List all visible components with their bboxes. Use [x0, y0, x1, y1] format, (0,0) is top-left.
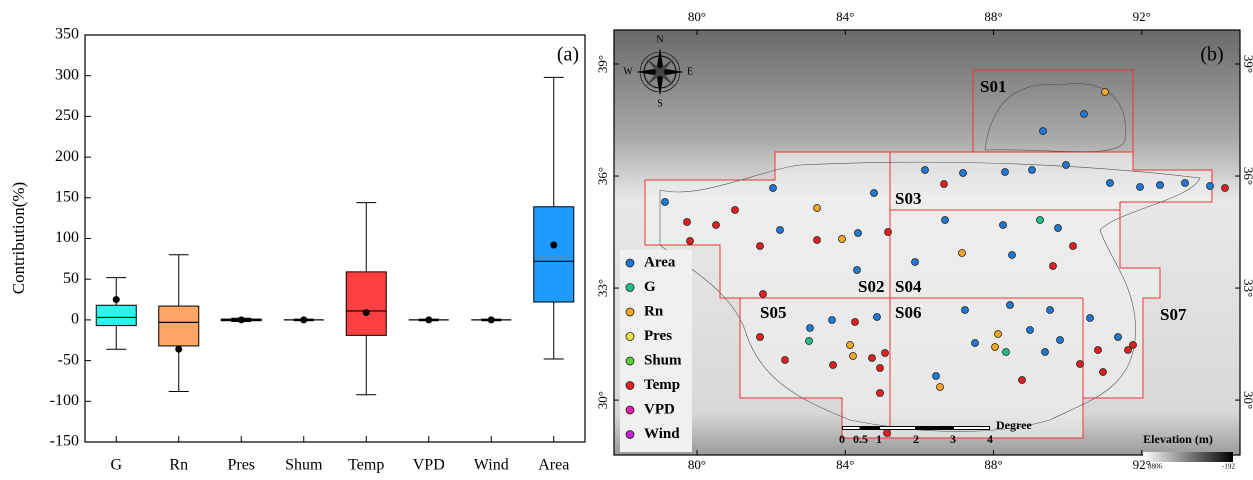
- legend-label: Pres: [644, 328, 672, 344]
- scale-tick-label: 0.5: [853, 432, 868, 446]
- figure: (a) Contribution(%) S01 S02 S03 S04 S05 …: [0, 0, 1253, 475]
- legend-label: Rn: [644, 303, 664, 319]
- scale-bar-segment: [843, 427, 860, 429]
- y-tick-label: 36°: [595, 167, 610, 185]
- compass-label: N: [656, 34, 663, 45]
- legend-marker: [626, 308, 634, 316]
- mean-dot: [175, 346, 182, 353]
- x-tick-label: 80°: [688, 457, 706, 472]
- region-label: S05: [760, 303, 786, 322]
- box: [534, 207, 574, 302]
- x-tick-label: 92°: [1133, 9, 1151, 24]
- x-tick-label: VPD: [413, 457, 445, 474]
- panel-label: (a): [557, 44, 579, 66]
- y-tick-label: 36°: [1241, 167, 1253, 185]
- scale-tick-label: 4: [987, 432, 993, 446]
- scale-tick-label: 2: [913, 432, 919, 446]
- legend-marker: [626, 406, 634, 414]
- legend-label: Shum: [644, 352, 682, 368]
- y-tick-label: 30°: [1241, 391, 1253, 409]
- scale-tick-label: 0: [839, 432, 845, 446]
- x-tick-label: Temp: [348, 457, 384, 474]
- y-tick-label: 39°: [1241, 55, 1253, 73]
- region-label: S03: [895, 189, 921, 208]
- region-label: S07: [1160, 305, 1187, 324]
- legend-marker: [626, 431, 634, 439]
- legend-label: Wind: [644, 426, 680, 442]
- mean-dot: [300, 316, 307, 323]
- y-tick-label: -150: [50, 433, 79, 450]
- region-label: S04: [895, 277, 922, 296]
- mean-dot: [550, 242, 557, 249]
- x-tick-label: 88°: [984, 9, 1002, 24]
- x-tick-label: 88°: [984, 457, 1002, 472]
- y-tick-label: -50: [58, 351, 79, 368]
- scale-bar-segment: [954, 427, 989, 429]
- y-tick-label: 33°: [595, 279, 610, 297]
- scale-bar-segment: [880, 427, 915, 429]
- y-tick-label: -100: [50, 392, 79, 409]
- legend-label: Temp: [644, 377, 680, 393]
- legend-marker: [626, 284, 634, 292]
- x-tick-label: Area: [538, 457, 569, 474]
- mean-dot: [488, 316, 495, 323]
- compass-label: E: [687, 66, 693, 77]
- box: [159, 306, 199, 346]
- legend-label: VPD: [644, 401, 675, 417]
- compass-label: S: [657, 98, 663, 109]
- legend-marker: [626, 259, 634, 267]
- y-tick-label: 200: [55, 148, 79, 165]
- legend-box: [620, 250, 692, 452]
- elevation-min: -192: [1222, 463, 1235, 471]
- mean-dot: [363, 309, 370, 316]
- x-tick-label: Wind: [474, 457, 509, 474]
- legend-marker: [626, 333, 634, 341]
- legend-marker: [626, 382, 634, 390]
- y-tick-label: 150: [55, 188, 79, 205]
- mean-dot: [113, 296, 120, 303]
- mean-dot: [425, 316, 432, 323]
- x-tick-label: 80°: [688, 9, 706, 24]
- y-tick-label: 0: [71, 311, 79, 328]
- box: [346, 272, 386, 335]
- legend-label: Area: [644, 254, 676, 270]
- region-label: S02: [858, 277, 884, 296]
- scale-tick-label: 1: [876, 432, 882, 446]
- scale-tick-label: 3: [950, 432, 956, 446]
- x-tick-label: Shum: [285, 457, 323, 474]
- panel-label: (b): [1200, 44, 1223, 66]
- compass-label: W: [623, 66, 633, 77]
- region-label: S06: [895, 303, 921, 322]
- x-tick-label: G: [110, 457, 122, 474]
- y-tick-label: 300: [55, 66, 79, 83]
- x-tick-label: 84°: [836, 457, 854, 472]
- y-tick-label: 50: [63, 270, 79, 287]
- x-tick-label: Rn: [169, 457, 188, 474]
- legend-label: G: [644, 279, 656, 295]
- plot-frame: [85, 35, 585, 442]
- elevation-title: Elevation (m): [1143, 432, 1213, 446]
- x-tick-label: 84°: [836, 9, 854, 24]
- x-tick-label: Pres: [227, 457, 255, 474]
- mean-dot: [238, 316, 245, 323]
- region-label: S01: [980, 77, 1006, 96]
- y-tick-label: 100: [55, 229, 79, 246]
- y-tick-label: 30°: [595, 391, 610, 409]
- box: [96, 305, 136, 325]
- y-tick-label: 350: [55, 26, 79, 43]
- y-tick-label: 33°: [1241, 279, 1253, 297]
- y-tick-label: 39°: [595, 55, 610, 73]
- scale-unit: Degree: [996, 418, 1032, 432]
- y-axis-label: Contribution(%): [9, 182, 28, 294]
- elevation-bar: [1143, 452, 1233, 462]
- map: S01 S02 S03 S04 S05 S06 S07: [614, 30, 1240, 471]
- legend-marker: [626, 357, 634, 365]
- x-tick-label: 92°: [1133, 457, 1151, 472]
- y-tick-label: 250: [55, 107, 79, 124]
